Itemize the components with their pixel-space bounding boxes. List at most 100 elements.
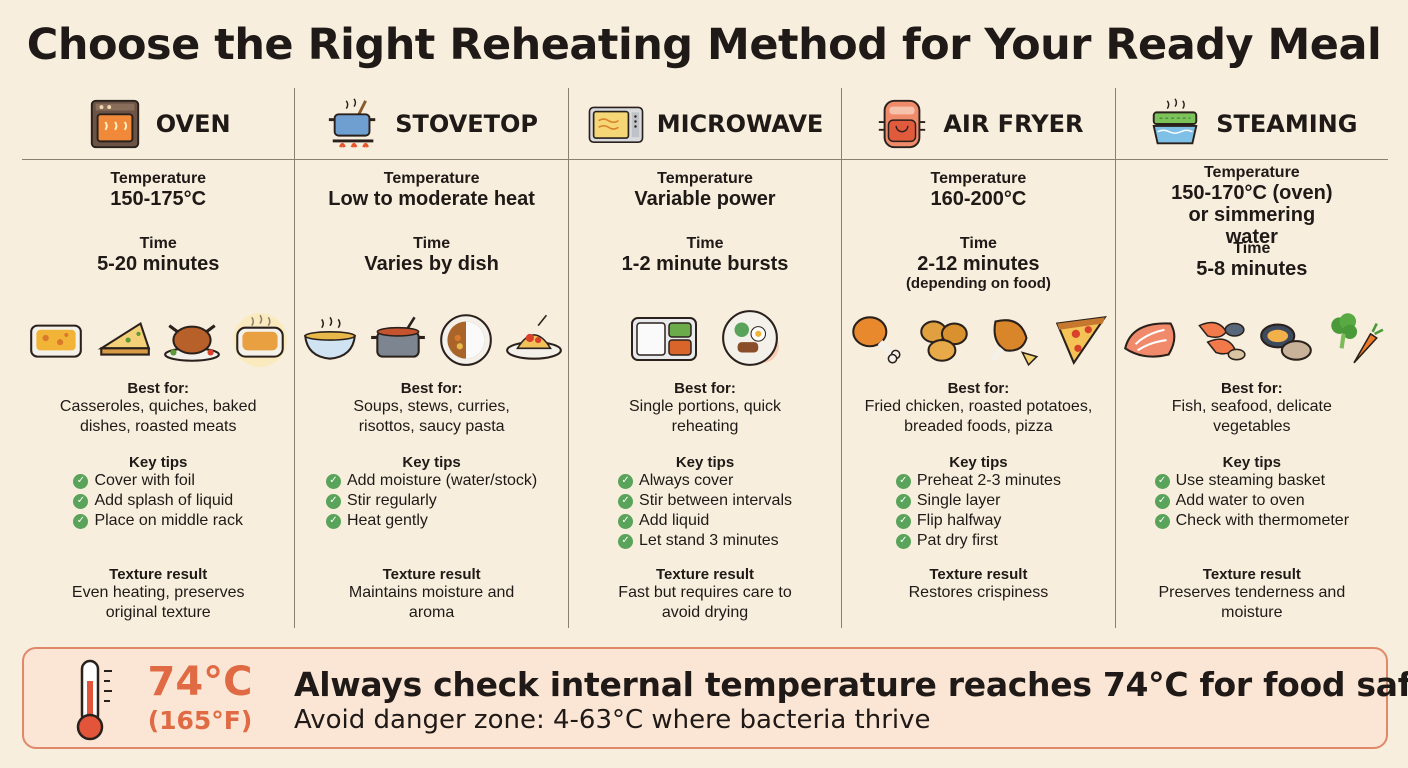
time-value: 5-8 minutes <box>1196 258 1308 280</box>
method-header: STOVETOP <box>295 88 568 160</box>
temperature-section: Temperature 160-200°C <box>842 170 1114 210</box>
food-examples <box>1116 306 1388 370</box>
casserole-icon <box>30 324 83 358</box>
check-icon: ✓ <box>618 533 634 549</box>
tip-item: ✓ Place on middle rack <box>73 511 243 531</box>
roast-chicken-icon <box>164 324 221 362</box>
temperature-value: 150-175°C <box>110 188 207 210</box>
check-icon: ✓ <box>618 473 634 489</box>
time-value: 2-12 minutes <box>917 253 1040 275</box>
tips-list: ✓ Preheat 2-3 minutes ✓ Single layer ✓ Flip… <box>895 471 1061 551</box>
fried-chicken-icon <box>989 319 1039 367</box>
best-for-section: Best for: Casseroles, quiches, baked dis… <box>22 380 294 437</box>
food-examples <box>22 306 294 370</box>
safety-temperature: 74°C (165°F) <box>136 659 264 737</box>
texture-label: Texture result <box>929 566 1028 583</box>
tip-item: ✓ Check with thermometer <box>1154 511 1349 531</box>
temperature-section: Temperature Low to moderate heat <box>295 170 567 210</box>
tip-item: ✓ Single layer <box>895 491 1061 511</box>
pasta-plate-icon <box>505 314 562 360</box>
time-section: Time 5-8 minutes <box>1116 240 1388 280</box>
best-for-text: Casseroles, quiches, baked dishes, roast… <box>59 398 257 435</box>
texture-text: Even heating, preserves original texture <box>71 584 245 621</box>
best-for-text: Fish, seafood, delicate vegetables <box>1171 398 1332 435</box>
texture-label: Texture result <box>1202 566 1301 583</box>
roasted-potatoes-icon <box>920 320 969 362</box>
texture-text: Restores crispiness <box>908 584 1049 601</box>
vegetables-icon <box>1331 313 1384 364</box>
time-section: Time 2-12 minutes (depending on food) <box>842 235 1114 292</box>
check-icon: ✓ <box>895 493 911 509</box>
method-column-steaming: STEAMING Temperature 150-170°C (oven) or… <box>1115 88 1389 628</box>
safety-submessage: Avoid danger zone: 4-63°C where bacteria… <box>294 705 931 735</box>
tips-list: ✓ Always cover ✓ Stir between intervals ✓ A… <box>618 471 792 551</box>
tip-item: ✓ Add liquid <box>618 511 792 531</box>
method-column-air-fryer: AIR FRYER Temperature 160-200°C Time 2-1… <box>842 88 1116 628</box>
method-column-microwave: MICROWAVE Temperature Variable power Tim… <box>568 88 843 628</box>
tips-list: ✓ Use steaming basket ✓ Add water to oven … <box>1154 471 1349 531</box>
check-icon: ✓ <box>618 493 634 509</box>
time-label: Time <box>686 235 724 252</box>
best-for-label: Best for: <box>127 380 190 397</box>
method-column-oven: OVEN Temperature 150-175°C Time 5-20 min… <box>22 88 296 628</box>
page-title: Choose the Right Reheating Method for Yo… <box>26 20 1382 70</box>
check-icon: ✓ <box>1154 513 1170 529</box>
pizza-slice-icon <box>1056 316 1108 365</box>
temperature-section: Temperature 150-175°C <box>22 170 294 210</box>
check-icon: ✓ <box>73 473 89 489</box>
method-name: MICROWAVE <box>656 109 824 138</box>
time-section: Time Varies by dish <box>295 235 567 275</box>
safety-message: Always check internal temperature reache… <box>294 665 1408 704</box>
time-label: Time <box>413 235 451 252</box>
tip-item: ✓ Cover with foil <box>73 471 243 491</box>
best-for-label: Best for: <box>674 380 736 397</box>
time-section: Time 1-2 minute bursts <box>569 235 841 275</box>
best-for-section: Best for: Fish, seafood, delicate vegeta… <box>1116 380 1388 437</box>
texture-text: Maintains moisture and aroma <box>348 584 515 621</box>
oven-icon <box>90 99 139 148</box>
temperature-label: Temperature <box>110 170 207 187</box>
method-name: OVEN <box>155 109 231 138</box>
best-for-section: Best for: Fried chicken, roasted potatoe… <box>842 380 1114 437</box>
time-value: 5-20 minutes <box>97 253 220 275</box>
method-header: AIR FRYER <box>842 88 1115 160</box>
best-for-text: Single portions, quick reheating <box>628 398 782 435</box>
tip-item: ✓ Pat dry first <box>895 531 1061 551</box>
safety-temp-fahrenheit: (165°F) <box>147 706 253 735</box>
key-tips-label: Key tips <box>1222 454 1281 471</box>
check-icon: ✓ <box>1154 493 1170 509</box>
tip-item: ✓ Stir regularly <box>325 491 537 511</box>
tip-item: ✓ Preheat 2-3 minutes <box>895 471 1061 491</box>
temperature-value: 160-200°C <box>930 188 1027 210</box>
check-icon: ✓ <box>325 473 341 489</box>
texture-label: Texture result <box>655 566 755 583</box>
tip-item: ✓ Always cover <box>618 471 792 491</box>
method-column-stovetop: STOVETOP Temperature Low to moderate hea… <box>295 88 569 628</box>
best-for-label: Best for: <box>1220 380 1283 397</box>
temperature-value: Low to moderate heat <box>328 188 535 210</box>
food-examples <box>842 306 1114 370</box>
time-value: 1-2 minute bursts <box>621 253 789 275</box>
time-label: Time <box>1233 240 1271 257</box>
tip-item: ✓ Flip halfway <box>895 511 1061 531</box>
method-name: AIR FRYER <box>943 109 1084 138</box>
pot-on-stove-icon <box>329 97 376 148</box>
key-tips-label: Key tips <box>129 454 188 471</box>
tips-section: Key tips ✓ Use steaming basket ✓ Add water… <box>1116 454 1388 531</box>
tip-item: ✓ Use steaming basket <box>1154 471 1349 491</box>
food-examples <box>569 306 841 370</box>
curry-plate-icon <box>439 314 492 366</box>
tips-section: Key tips ✓ Preheat 2-3 minutes ✓ Single la… <box>842 454 1114 551</box>
time-label: Time <box>959 235 997 252</box>
steamer-icon <box>1152 97 1198 144</box>
method-header: STEAMING <box>1115 88 1389 160</box>
best-for-text: Soups, stews, curries, risottos, saucy p… <box>353 398 510 435</box>
tips-section: Key tips ✓ Add moisture (water/stock) ✓ St… <box>295 454 567 531</box>
baked-dish-icon <box>233 313 288 367</box>
method-header: OVEN <box>22 88 295 160</box>
temperature-value: Variable power <box>634 188 776 210</box>
tip-item: ✓ Add moisture (water/stock) <box>325 471 537 491</box>
texture-section: Texture result Restores crispiness <box>842 566 1114 603</box>
safety-temp-celsius: 74°C <box>147 659 253 705</box>
best-for-section: Best for: Single portions, quick reheati… <box>569 380 841 437</box>
